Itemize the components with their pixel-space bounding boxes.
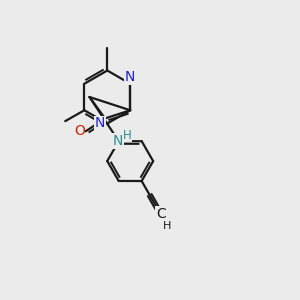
Text: N: N	[113, 134, 123, 148]
Text: C: C	[156, 207, 166, 221]
Text: N: N	[125, 70, 135, 84]
Text: H: H	[163, 221, 172, 231]
Text: N: N	[95, 116, 105, 130]
Text: H: H	[123, 129, 131, 142]
Text: O: O	[74, 124, 85, 138]
